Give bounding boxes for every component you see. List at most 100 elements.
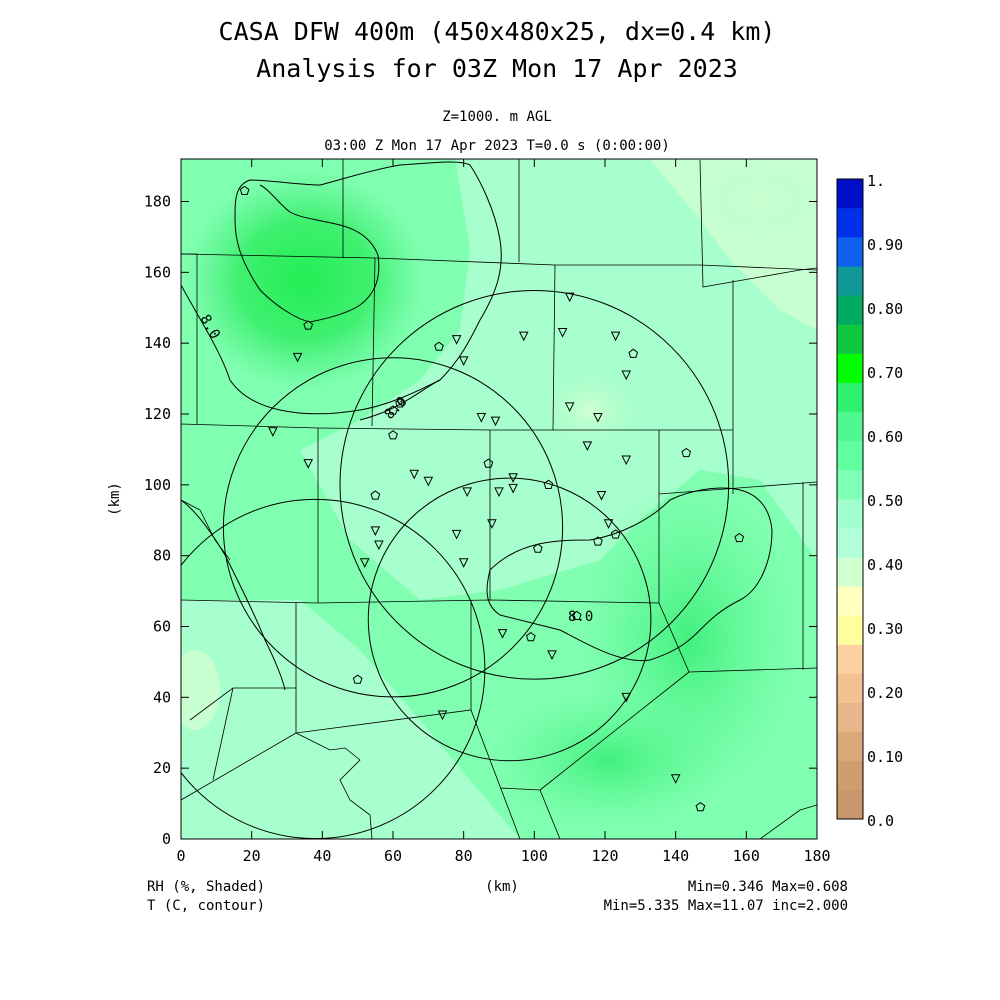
color-bar-swatch [837,760,863,791]
rh-dry-band-sw [181,600,520,839]
y-tick-label: 40 [153,688,171,706]
color-bar-swatch [837,731,863,762]
rh-low-sw [181,650,220,730]
color-bar-swatch [837,411,863,442]
station-triangle-marker [596,490,607,501]
station-triangle-marker [564,292,575,303]
color-bar-swatch [837,499,863,529]
color-bar-label: 0.0 [867,812,894,830]
color-bar-label: 0.30 [867,620,903,638]
station-pentagon-marker [483,458,494,468]
color-bar-swatch [837,266,863,296]
station-markers [239,185,745,812]
color-bar-swatch [837,440,863,471]
color-bar-label: 0.50 [867,492,903,510]
rh-low-ne [700,160,817,240]
footer-field-rh: RH (%, Shaded) [147,879,265,895]
color-bar-label: 0.20 [867,684,903,702]
y-tick-label: 100 [144,476,171,494]
y-tick-label: 160 [144,263,171,281]
color-bar-label: 0.70 [867,364,903,382]
color-bar-label: 0.10 [867,748,903,766]
station-pentagon-marker [543,479,554,489]
color-bar-swatch [837,469,863,500]
station-triangle-marker [621,455,632,466]
station-triangle-marker [437,710,448,721]
station-pentagon-marker [610,529,621,539]
color-bar-label: 1. [867,172,885,190]
station-pentagon-marker [395,398,405,408]
station-pentagon-marker [593,536,603,546]
color-bar-swatch [837,557,863,587]
station-pentagon-marker [388,405,398,415]
station-triangle-marker [487,519,497,529]
color-bar-swatch [837,673,863,703]
station-triangle-marker [547,650,557,660]
time-label: 03:00 Z Mon 17 Apr 2023 T=0.0 s (0:00:00… [324,138,670,154]
x-tick-label: 60 [384,847,402,865]
x-tick-label: 20 [243,847,261,865]
color-bar-swatch [837,353,863,383]
color-bar-label: 0.90 [867,236,903,254]
station-pentagon-marker [370,490,381,500]
rh-high-south [490,690,730,830]
map-subtitle: Analysis for 03Z Mon 17 Apr 2023 [256,54,738,83]
y-tick-label: 140 [144,334,171,352]
color-bar-swatch [837,324,863,354]
x-tick-label: 40 [313,847,331,865]
station-triangle-marker [610,331,621,342]
rh-high-nw [185,170,425,390]
footer-rh-range: Min=0.346 Max=0.608 [688,879,848,895]
x-tick-label: 80 [455,847,473,865]
station-triangle-marker [508,473,518,483]
station-triangle-marker [451,335,462,345]
color-bar-label: 0.60 [867,428,903,446]
station-pentagon-marker [533,543,543,553]
y-tick-label: 20 [153,759,171,777]
station-triangle-marker [374,540,384,551]
color-bar-swatch [837,586,863,616]
station-pentagon-marker [695,801,706,812]
rh-low-center [530,365,650,455]
plot-area: 8.0 8.0 8.0 [181,159,817,839]
station-triangle-marker [359,558,370,568]
station-pentagon-marker [303,320,314,330]
station-triangle-marker [497,629,508,639]
color-bar-swatch [837,208,863,238]
y-tick-label: 0 [162,830,171,848]
y-axis-label: (km) [107,482,123,516]
x-tick-label: 180 [803,847,830,865]
x-tick-label: 100 [521,847,548,865]
station-triangle-marker [423,476,434,487]
footer-t-range: Min=5.335 Max=11.07 inc=2.000 [604,898,848,914]
station-triangle-marker [603,519,614,529]
station-pentagon-marker [628,348,639,358]
footer-xlabel: (km) [485,879,519,895]
station-pentagon-marker [352,674,363,684]
footer-field-t: T (C, contour) [147,898,265,914]
x-tick-label: 0 [176,847,185,865]
station-pentagon-marker [239,185,250,195]
station-triangle-marker [621,692,632,703]
color-bar-swatch [837,789,863,820]
station-pentagon-marker [571,610,582,620]
station-pentagon-marker [734,532,745,543]
color-bar-swatch [837,702,863,733]
station-triangle-marker [462,487,473,498]
level-label: Z=1000. m AGL [442,109,552,125]
station-triangle-marker [303,459,314,469]
y-tick-label: 60 [153,618,171,636]
map-title: CASA DFW 400m (450x480x25, dx=0.4 km) [219,17,776,46]
y-tick-label: 180 [144,193,171,211]
color-bar-swatch [837,179,863,209]
station-triangle-marker [494,487,504,498]
station-pentagon-marker [434,341,444,351]
station-triangle-marker [518,331,529,342]
radar-range-ring [367,477,652,762]
y-tick-label: 80 [153,547,171,565]
station-triangle-marker [409,469,420,480]
station-pentagon-marker [681,447,692,458]
station-triangle-marker [593,413,603,423]
color-bar: 0.0 0.10 0.20 0.30 0.40 0.50 0.60 0.70 0.80 0.90 1… [836,172,903,830]
